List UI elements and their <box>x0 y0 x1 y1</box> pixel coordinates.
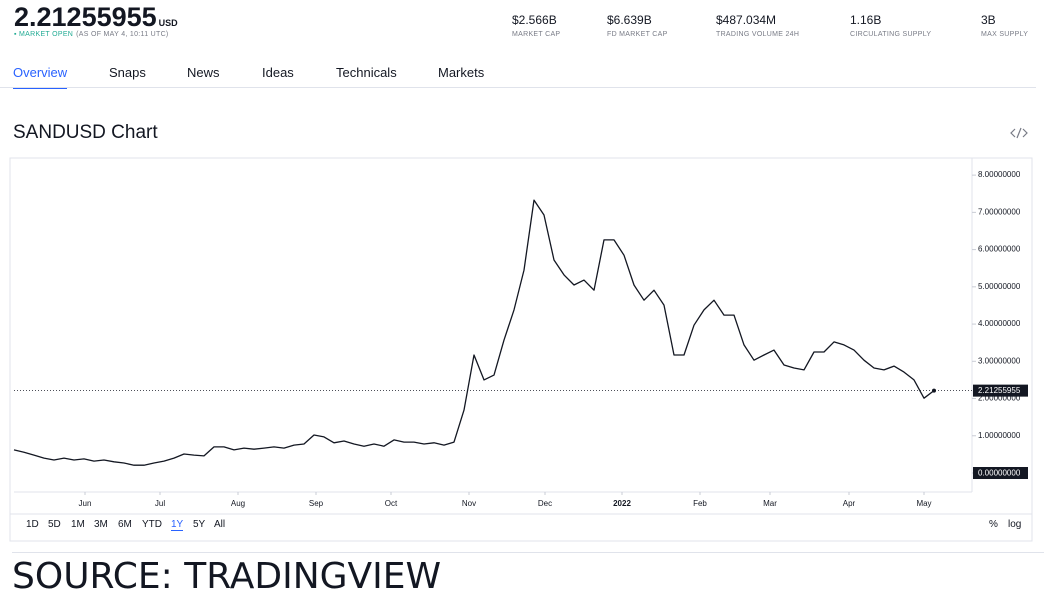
stat: 1.16B CIRCULATING SUPPLY <box>850 13 931 38</box>
chart: 0.00000000 1.00000000 2.00000000 3.00000000… <box>9 157 1033 542</box>
y-tick-label: 8.00000000 <box>978 170 1021 179</box>
price-value: 2.21255955 <box>14 2 157 32</box>
x-tick-label: Oct <box>385 499 398 508</box>
y-tick-badge <box>973 467 1028 480</box>
range-button[interactable]: 6M <box>118 519 132 530</box>
as-of: (AS OF MAY 4, 10:11 UTC) <box>76 31 169 38</box>
stat-label: TRADING VOLUME 24H <box>716 31 800 38</box>
range-button[interactable]: 5D <box>48 519 61 530</box>
chart-frame <box>9 157 1033 542</box>
y-tick-label: 0.00000000 <box>978 469 1021 478</box>
x-tick-label: Jul <box>155 499 165 508</box>
stat-value: 3B <box>981 13 996 27</box>
x-tick-label: Mar <box>763 499 777 508</box>
tab[interactable]: Snaps <box>109 65 146 80</box>
currency: USD <box>158 18 178 28</box>
stat-label: MARKET CAP <box>512 31 561 38</box>
last-price-badge <box>973 384 1028 397</box>
x-tick-label: Aug <box>231 499 245 508</box>
tab[interactable]: Technicals <box>336 65 397 80</box>
stat-value: $6.639B <box>607 13 652 27</box>
scale-option[interactable]: log <box>1008 519 1022 530</box>
x-tick-label: Nov <box>462 499 476 508</box>
range-button[interactable]: YTD <box>142 519 162 530</box>
scale-option[interactable]: % <box>989 519 998 530</box>
y-tick-label: 5.00000000 <box>978 282 1021 291</box>
caption: SOURCE: TRADINGVIEW <box>12 556 442 597</box>
y-tick-label: 7.00000000 <box>978 207 1021 216</box>
range-button[interactable]: 1M <box>71 519 85 530</box>
last-price-label: 2.21255955 <box>978 386 1021 395</box>
x-tick-label: Dec <box>538 499 552 508</box>
stat-label: MAX SUPPLY <box>981 31 1029 38</box>
divider <box>12 552 1044 553</box>
price: 2.21255955 USD <box>14 2 178 33</box>
stat: 3B MAX SUPPLY <box>981 13 1028 38</box>
range-button[interactable]: All <box>214 519 226 530</box>
x-tick-label: Jun <box>79 499 92 508</box>
stat: $487.034M TRADING VOLUME 24H <box>716 13 799 38</box>
x-tick-label: Sep <box>309 499 324 508</box>
divider <box>0 87 1036 88</box>
tab[interactable]: Ideas <box>262 65 294 80</box>
y-tick-label: 6.00000000 <box>978 245 1021 254</box>
x-tick-label: Apr <box>843 499 856 508</box>
x-tick-label: May <box>916 499 931 508</box>
y-tick-label: 1.00000000 <box>978 431 1021 440</box>
range-button[interactable]: 5Y <box>193 519 206 530</box>
y-tick-label: 4.00000000 <box>978 319 1021 328</box>
tab[interactable]: News <box>187 65 220 80</box>
y-tick-label: 2.00000000 <box>978 394 1021 403</box>
status: ▪ MARKET OPEN (AS OF MAY 4, 10:11 UTC) <box>14 31 169 38</box>
range-button[interactable]: 1D <box>26 519 39 530</box>
y-tick-label: 3.00000000 <box>978 356 1021 365</box>
x-tick-label: 2022 <box>613 499 631 508</box>
stat-value: 1.16B <box>850 13 882 27</box>
range-button[interactable]: 1Y <box>171 519 184 531</box>
range-button[interactable]: 3M <box>94 519 108 530</box>
tab[interactable]: Markets <box>438 65 485 80</box>
tab[interactable]: Overview <box>13 65 68 89</box>
stat-value: $2.566B <box>512 13 557 27</box>
stat-label: FD MARKET CAP <box>607 31 668 38</box>
stat: $2.566B MARKET CAP <box>512 13 560 38</box>
chart-title: SANDUSD Chart <box>13 122 158 143</box>
x-tick-label: Feb <box>693 499 707 508</box>
stat-label: CIRCULATING SUPPLY <box>850 31 932 38</box>
stat: $6.639B FD MARKET CAP <box>607 13 668 38</box>
market-status: MARKET OPEN <box>19 31 74 38</box>
price-line <box>13 199 935 466</box>
last-point <box>932 388 936 393</box>
embed-icon[interactable] <box>1010 126 1028 140</box>
stat-value: $487.034M <box>716 13 777 27</box>
